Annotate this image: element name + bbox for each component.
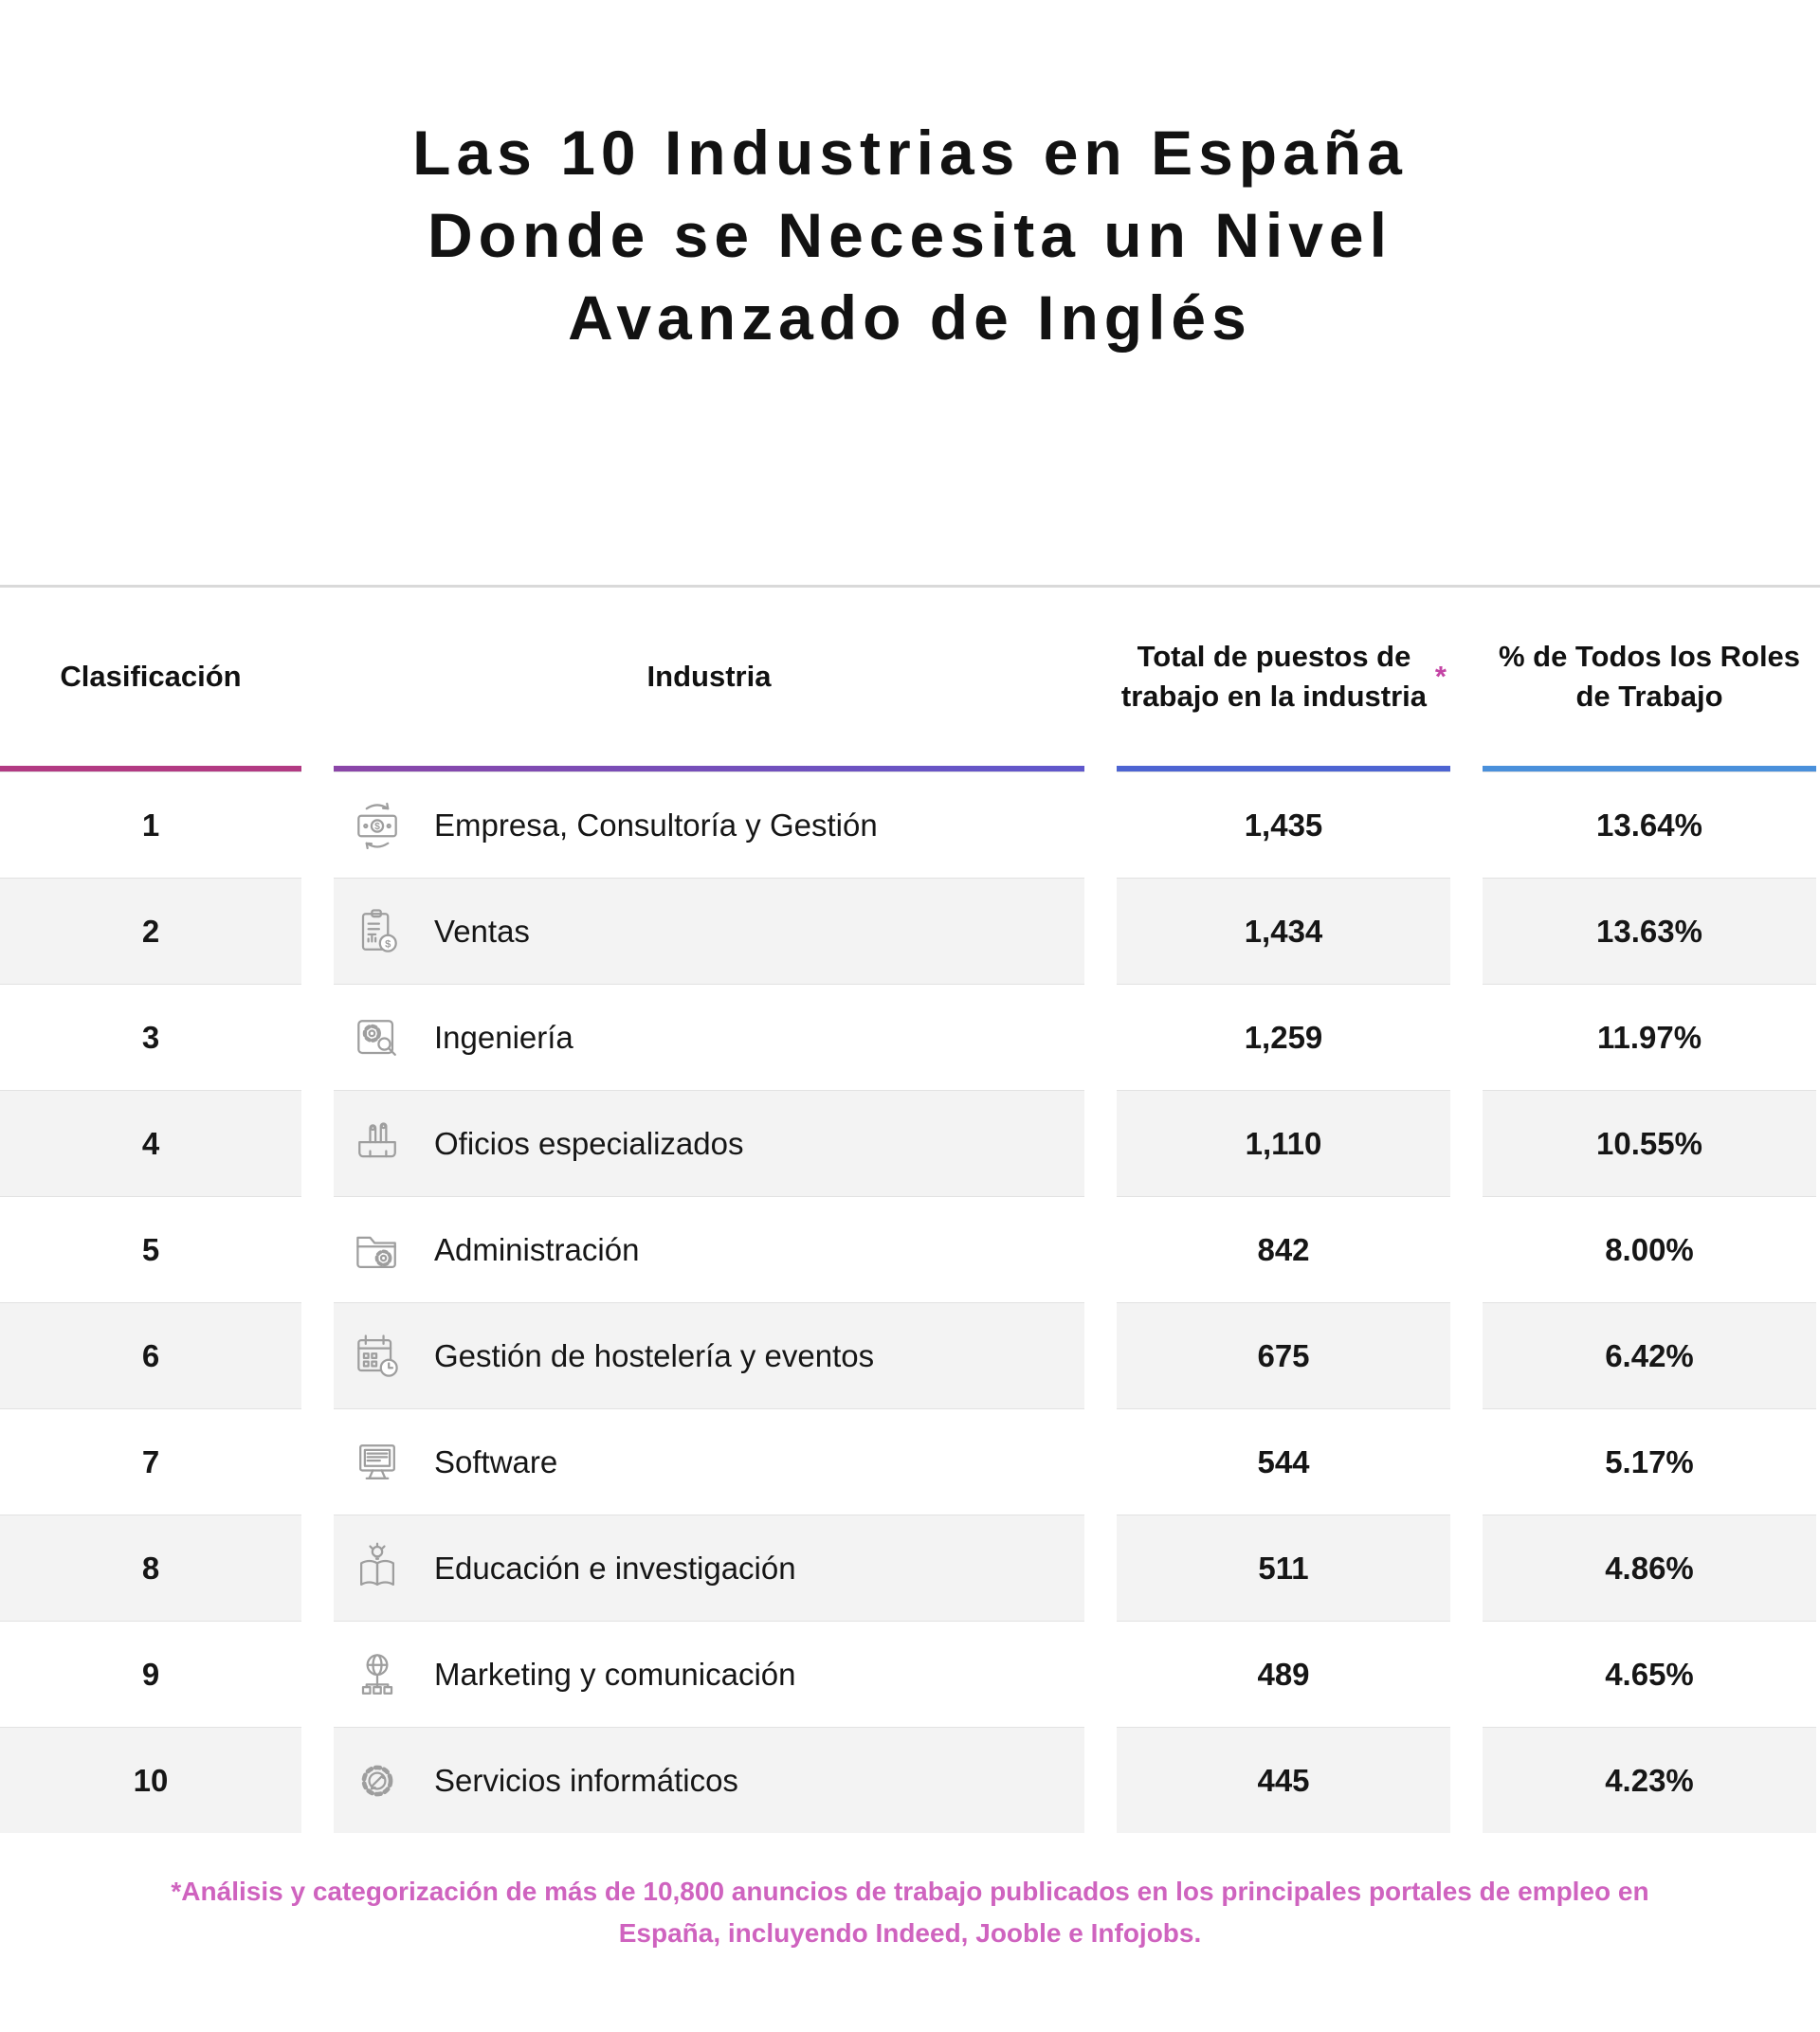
percent-cell: 4.86%	[1483, 1515, 1816, 1622]
rank-cell: 4	[0, 1090, 301, 1197]
svg-text:$: $	[385, 938, 391, 950]
total-cell: 511	[1117, 1515, 1450, 1622]
page-title-line3: Avanzado de Inglés	[568, 282, 1252, 354]
percent-cell: 6.42%	[1483, 1302, 1816, 1409]
software-monitor-icon	[347, 1432, 408, 1493]
percent-cell: 8.00%	[1483, 1196, 1816, 1303]
industry-cell: Educación e investigación	[334, 1515, 1084, 1622]
industry-label: Administración	[434, 1231, 640, 1267]
industry-label: Marketing y comunicación	[434, 1656, 796, 1692]
table-row: 10 Servicios informáticos 445 4.23%	[0, 1727, 1820, 1834]
total-cell: 1,259	[1117, 984, 1450, 1091]
table-header-row: Clasificación Industria Total de puestos…	[0, 588, 1820, 766]
industry-label: Oficios especializados	[434, 1125, 744, 1161]
header-underline-bars	[0, 766, 1820, 772]
industry-cell: Servicios informáticos	[334, 1727, 1084, 1834]
rank-underline-bar	[0, 766, 301, 772]
rank-cell: 3	[0, 984, 301, 1091]
money-exchange-icon: $	[347, 795, 408, 856]
industry-cell: Oficios especializados	[334, 1090, 1084, 1197]
industry-label: Gestión de hostelería y eventos	[434, 1337, 875, 1373]
industry-label: Ingeniería	[434, 1019, 573, 1055]
header-total: Total de puestos de trabajo en la indust…	[1117, 627, 1450, 726]
industry-label: Ventas	[434, 913, 530, 949]
folder-gear-icon	[347, 1220, 408, 1280]
engineering-gear-icon	[347, 1007, 408, 1068]
total-cell: 842	[1117, 1196, 1450, 1303]
table-row: 7 Software 544 5.17%	[0, 1408, 1820, 1515]
education-book-icon	[347, 1538, 408, 1599]
rank-cell: 7	[0, 1408, 301, 1515]
industry-cell: $ Empresa, Consultoría y Gestión	[334, 771, 1084, 879]
table-top-divider	[0, 585, 1820, 589]
header-rank: Clasificación	[60, 660, 242, 694]
industry-label: Empresa, Consultoría y Gestión	[434, 807, 878, 843]
industry-label: Software	[434, 1443, 558, 1479]
header-total-label: Total de puestos de trabajo en la indust…	[1120, 640, 1428, 714]
industry-label: Servicios informáticos	[434, 1762, 738, 1798]
industry-cell: Marketing y comunicación	[334, 1621, 1084, 1728]
table-row: 1 $ Empresa, Consultoría y Gestión 1,435…	[0, 771, 1820, 879]
rank-cell: 10	[0, 1727, 301, 1834]
industry-cell: $ Ventas	[334, 878, 1084, 985]
sales-clipboard-icon: $	[347, 901, 408, 962]
page-title-line2: Donde se Necesita un Nivel	[428, 200, 1392, 271]
percent-cell: 4.65%	[1483, 1621, 1816, 1728]
total-cell: 1,435	[1117, 771, 1450, 879]
percent-underline-bar	[1483, 766, 1816, 772]
globe-network-icon	[347, 1644, 408, 1705]
percent-cell: 13.64%	[1483, 771, 1816, 879]
percent-cell: 10.55%	[1483, 1090, 1816, 1197]
rank-cell: 9	[0, 1621, 301, 1728]
rank-cell: 6	[0, 1302, 301, 1409]
total-cell: 675	[1117, 1302, 1450, 1409]
total-cell: 1,434	[1117, 878, 1450, 985]
table-row: 3 Ingeniería 1,259 11.97%	[0, 984, 1820, 1091]
header-percent: % de Todos los Roles de Trabajo	[1498, 640, 1801, 714]
table-row: 9 Marketing y comunicación 489 4.65%	[0, 1621, 1820, 1728]
tools-icon	[347, 1114, 408, 1174]
total-cell: 544	[1117, 1408, 1450, 1515]
page-title-line1: Las 10 Industrias en España	[412, 118, 1408, 188]
table-row: 6 Gestión de hostelería y eventos 675 6.…	[0, 1302, 1820, 1409]
rank-cell: 5	[0, 1196, 301, 1303]
it-services-gear-icon	[347, 1751, 408, 1811]
percent-cell: 11.97%	[1483, 984, 1816, 1091]
industry-cell: Administración	[334, 1196, 1084, 1303]
rank-cell: 1	[0, 771, 301, 879]
header-total-asterisk: *	[1434, 660, 1447, 694]
table-row: 8 Educación e investigación 511 4.86%	[0, 1515, 1820, 1622]
industry-cell: Gestión de hostelería y eventos	[334, 1302, 1084, 1409]
calendar-clock-icon	[347, 1326, 408, 1387]
industry-label: Educación e investigación	[434, 1550, 796, 1586]
industry-cell: Software	[334, 1408, 1084, 1515]
table-row: 4 Oficios especializados 1,110 10.55%	[0, 1090, 1820, 1197]
percent-cell: 5.17%	[1483, 1408, 1816, 1515]
total-cell: 445	[1117, 1727, 1450, 1834]
industry-cell: Ingeniería	[334, 984, 1084, 1091]
total-underline-bar	[1117, 766, 1450, 772]
footnote: *Análisis y categorización de más de 10,…	[171, 1877, 1649, 1948]
table-row: 5 Administración 842 8.00%	[0, 1196, 1820, 1303]
page-title: Las 10 Industrias en España Donde se Nec…	[0, 112, 1820, 359]
rank-cell: 2	[0, 878, 301, 985]
total-cell: 1,110	[1117, 1090, 1450, 1197]
rank-cell: 8	[0, 1515, 301, 1622]
table-row: 2 $ Ventas 1,434 13.63%	[0, 878, 1820, 985]
industry-underline-bar	[334, 766, 1084, 772]
percent-cell: 4.23%	[1483, 1727, 1816, 1834]
header-industry: Industria	[646, 660, 772, 694]
total-cell: 489	[1117, 1621, 1450, 1728]
percent-cell: 13.63%	[1483, 878, 1816, 985]
svg-text:$: $	[374, 822, 380, 832]
